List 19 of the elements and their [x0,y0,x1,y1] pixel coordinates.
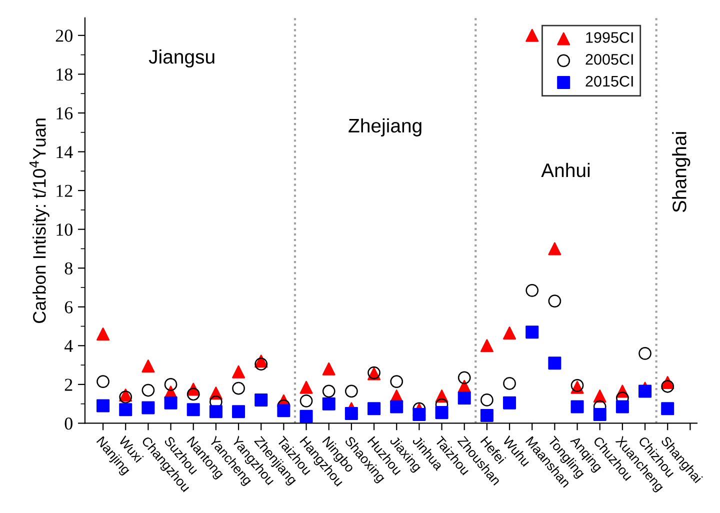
legend-label: 1995CI [586,32,633,43]
y-tick-label: 18 [56,68,72,81]
y-tick-label: 8 [64,262,72,275]
y-tick-label: 12 [56,184,72,197]
y-tick-label: 4 [64,340,73,352]
annotation: Jiangsu [148,49,214,68]
y-tick-label: 16 [56,107,73,120]
y-tick-label: 0 [64,417,72,430]
legend-label: 2015CI [586,76,633,87]
y-tick-label: 14 [56,146,73,158]
y-tick-label: 2 [64,378,72,391]
annotation: Zhejiang [348,118,422,136]
annotation: Shanghai [672,132,690,212]
annotation: Anhui [541,162,590,178]
y-axis-title: Carbon Intisity: t/10$^{4}$Yuan [30,118,50,323]
y-tick-label: 6 [64,301,73,314]
y-tick-label: 20 [56,30,72,42]
legend-label: 2005CI [586,54,633,65]
y-tick-label: 10 [56,224,72,236]
